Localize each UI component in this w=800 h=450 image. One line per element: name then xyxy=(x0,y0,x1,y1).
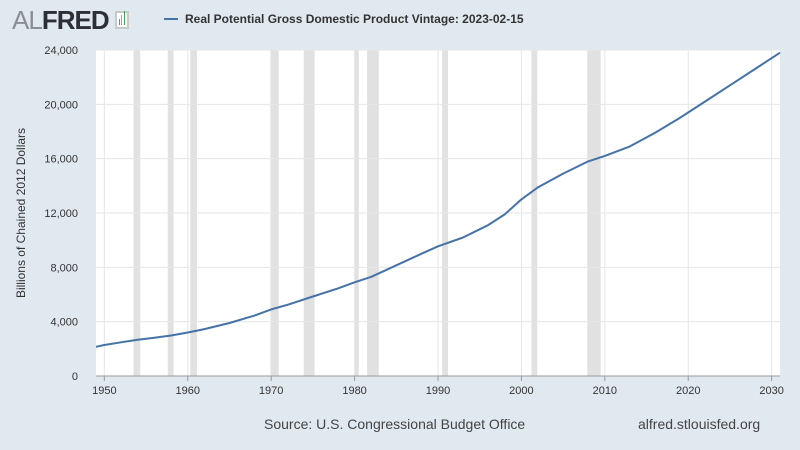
y-tick-label: 24,000 xyxy=(44,45,78,57)
x-tick-label: 2000 xyxy=(509,385,533,397)
alfred-logo[interactable]: AL FRED xyxy=(12,4,129,35)
site-link[interactable]: alfred.stlouisfed.org xyxy=(638,416,761,432)
logo-bar-gold xyxy=(121,15,122,25)
y-tick-label: 12,000 xyxy=(44,208,78,220)
legend-label: Real Potential Gross Domestic Product Vi… xyxy=(185,12,524,26)
y-axis-title: Billions of Chained 2012 Dollars xyxy=(14,128,28,298)
logo-bar-green xyxy=(123,11,125,25)
x-tick-label: 1990 xyxy=(426,385,450,397)
y-tick-label: 0 xyxy=(72,371,78,383)
x-tick-label: 2030 xyxy=(759,385,783,397)
line-chart: 0 4,000 8,000 12,000 16,000 20,000 24,000 1950 1… xyxy=(14,45,784,397)
series-line xyxy=(95,51,781,348)
logo-al-text: AL xyxy=(12,4,43,35)
chart-legend[interactable]: Real Potential Gross Domestic Product Vi… xyxy=(164,10,524,28)
x-tick-label: 2010 xyxy=(593,385,617,397)
x-tick-label: 2020 xyxy=(676,385,700,397)
x-tick-label: 1950 xyxy=(92,385,116,397)
x-tick-label: 1980 xyxy=(342,385,366,397)
legend-swatch xyxy=(164,18,178,20)
bar-chart-icon xyxy=(114,11,129,29)
chart-header: AL FRED Real Potential Gross Domestic Pr… xyxy=(0,0,800,40)
y-tick-label: 4,000 xyxy=(50,317,78,329)
y-tick-label: 8,000 xyxy=(50,262,78,274)
y-tick-label: 20,000 xyxy=(44,99,78,111)
y-tick-label: 16,000 xyxy=(44,154,78,166)
source-text: Source: U.S. Congressional Budget Office xyxy=(264,416,526,432)
logo-bar-blue xyxy=(118,19,120,25)
x-tick-label: 1970 xyxy=(259,385,283,397)
logo-fred-text: FRED xyxy=(41,4,110,35)
x-tick-label: 1960 xyxy=(176,385,200,397)
